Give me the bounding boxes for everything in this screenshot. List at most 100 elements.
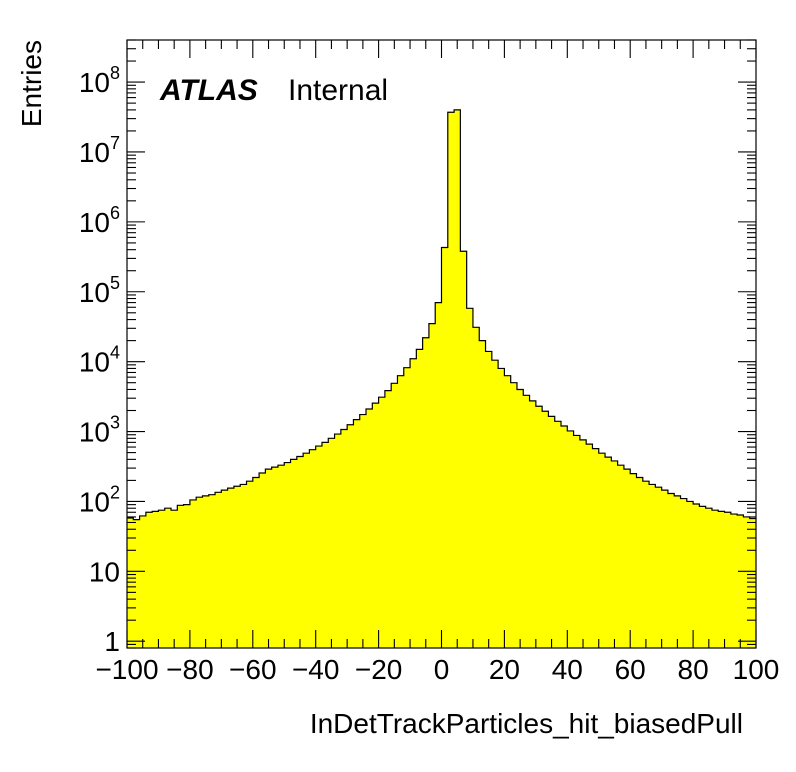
histogram-bar (284, 462, 291, 648)
histogram-bar (579, 439, 587, 648)
histogram-bar (605, 457, 612, 648)
histogram-bar (196, 497, 203, 648)
histogram-bar (202, 495, 210, 648)
x-tick-label: 60 (615, 654, 646, 685)
histogram-bar (542, 411, 549, 648)
histogram-bar (454, 109, 461, 648)
histogram-bar (359, 414, 367, 648)
x-tick-label: 100 (733, 654, 780, 685)
histogram-bar (303, 453, 310, 648)
histogram-bar (611, 460, 619, 648)
histogram-bar (617, 465, 625, 648)
histogram-bar (321, 442, 329, 648)
histogram-bar (592, 448, 600, 648)
histogram-bar (498, 368, 505, 648)
y-tick-labels: 1 10 102 103 104 105 106 107 108 (79, 63, 120, 657)
histogram-bar (410, 358, 417, 648)
histogram-bar (674, 495, 681, 648)
histogram-bar (422, 337, 430, 648)
histogram-bars (127, 109, 757, 649)
histogram-bar (642, 481, 650, 648)
histogram-bar (466, 308, 474, 648)
histogram-bar (441, 247, 449, 649)
histogram-bar (133, 519, 140, 648)
histogram-bar (164, 508, 172, 648)
histogram-bar (139, 515, 147, 648)
histogram-bar (347, 424, 354, 648)
histogram-bar (384, 390, 392, 648)
histogram-bar (221, 490, 229, 648)
histogram-bar (510, 382, 518, 648)
histogram-bar (145, 512, 153, 648)
x-tick-label: −40 (292, 654, 340, 685)
atlas-label: ATLAS (159, 74, 258, 107)
histogram-bar (749, 518, 757, 648)
histogram-bar (485, 351, 493, 648)
histogram-bar (491, 360, 499, 648)
histogram-bar (252, 477, 260, 648)
y-tick-label: 106 (79, 203, 120, 238)
histogram-bar (127, 517, 134, 648)
histogram-bar (724, 512, 732, 648)
histogram-bar (693, 503, 700, 648)
histogram-bar (340, 429, 348, 648)
histogram-bar (630, 473, 637, 648)
x-tick-label: −60 (229, 654, 277, 685)
x-tick-label: 80 (678, 654, 709, 685)
histogram-bar (686, 501, 694, 648)
histogram-bar (259, 473, 266, 648)
histogram-bar (529, 400, 537, 648)
histogram-bar (158, 510, 166, 648)
histogram-bar (246, 481, 254, 648)
y-tick-label: 105 (79, 273, 120, 308)
histogram-bar (183, 504, 191, 648)
histogram-bar (516, 389, 524, 648)
y-tick-label: 104 (79, 343, 120, 378)
histogram-bar (240, 484, 247, 648)
histogram-bar (743, 516, 751, 648)
histogram-bar (290, 459, 298, 648)
atlas-status-label: Internal (288, 74, 388, 107)
histogram-bar (548, 416, 556, 648)
histogram-bar (535, 406, 543, 648)
histogram-bar (472, 327, 480, 648)
histogram-bar (561, 426, 568, 648)
histogram-bar (567, 430, 574, 648)
histogram-bar (265, 469, 273, 648)
histogram-bar (699, 506, 707, 648)
x-tick-label: 0 (434, 654, 450, 685)
x-tick-label: 40 (552, 654, 583, 685)
histogram-bar (737, 514, 744, 648)
histogram-bar (504, 375, 512, 648)
histogram-bar (208, 494, 216, 648)
histogram-bar (277, 465, 285, 648)
histogram-bar (177, 505, 185, 648)
y-tick-label: 10 (89, 556, 120, 587)
histogram-bar (366, 409, 373, 648)
histogram-bar (636, 477, 644, 648)
histogram-bar (171, 510, 178, 648)
histogram-bar (416, 349, 424, 648)
histogram-outline (127, 109, 756, 521)
x-tick-label: −100 (95, 654, 158, 685)
histogram-bar (215, 492, 222, 648)
x-axis-title: InDetTrackParticles_hit_biasedPull (310, 708, 743, 739)
histogram-bar (309, 449, 317, 648)
histogram-bar (655, 487, 663, 648)
histogram-bar (667, 493, 675, 648)
histogram-bar (649, 484, 656, 648)
histogram-bar (372, 403, 379, 648)
y-tick-label: 103 (79, 413, 120, 448)
histogram-bar (573, 435, 581, 648)
histogram-bar (334, 434, 342, 648)
histogram-bar (397, 375, 405, 648)
x-tick-label: −80 (166, 654, 214, 685)
histogram-bar (435, 302, 442, 648)
histogram-bar (189, 499, 197, 648)
histogram-bar (586, 444, 593, 648)
y-axis-title: Entries (16, 40, 47, 127)
y-tick-label: 107 (79, 133, 120, 168)
histogram-bar (233, 486, 241, 648)
histogram-bar (718, 511, 725, 648)
